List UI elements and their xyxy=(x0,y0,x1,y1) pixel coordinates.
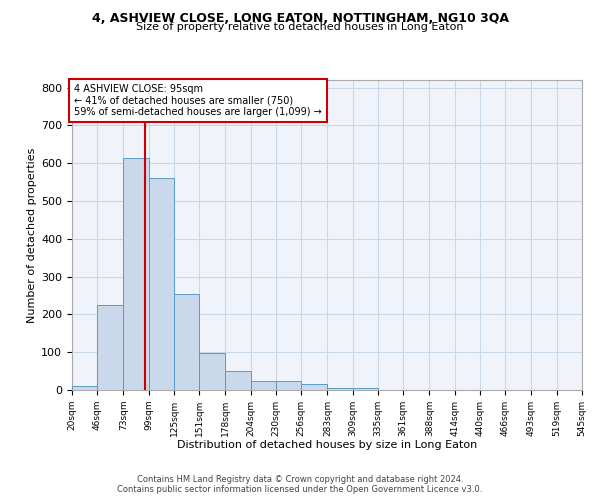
X-axis label: Distribution of detached houses by size in Long Eaton: Distribution of detached houses by size … xyxy=(177,440,477,450)
Bar xyxy=(251,380,276,390)
Bar xyxy=(124,158,149,390)
Bar xyxy=(174,294,199,390)
Text: Contains public sector information licensed under the Open Government Licence v3: Contains public sector information licen… xyxy=(118,484,482,494)
Bar xyxy=(199,354,224,390)
Y-axis label: Number of detached properties: Number of detached properties xyxy=(27,148,37,322)
Text: Contains HM Land Registry data © Crown copyright and database right 2024.: Contains HM Land Registry data © Crown c… xyxy=(137,476,463,484)
Bar xyxy=(301,384,326,390)
Bar xyxy=(72,386,97,390)
Bar xyxy=(353,388,378,390)
Bar xyxy=(328,388,353,390)
Bar xyxy=(226,371,251,390)
Text: 4, ASHVIEW CLOSE, LONG EATON, NOTTINGHAM, NG10 3QA: 4, ASHVIEW CLOSE, LONG EATON, NOTTINGHAM… xyxy=(91,12,509,26)
Text: Size of property relative to detached houses in Long Eaton: Size of property relative to detached ho… xyxy=(136,22,464,32)
Text: 4 ASHVIEW CLOSE: 95sqm
← 41% of detached houses are smaller (750)
59% of semi-de: 4 ASHVIEW CLOSE: 95sqm ← 41% of detached… xyxy=(74,84,322,117)
Bar xyxy=(97,305,122,390)
Bar xyxy=(276,380,301,390)
Bar xyxy=(149,178,174,390)
